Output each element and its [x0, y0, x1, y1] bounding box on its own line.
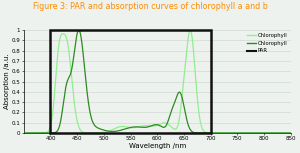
- Legend: Chlorophyll, Chlorophyll, PAR: Chlorophyll, Chlorophyll, PAR: [246, 33, 288, 54]
- X-axis label: Wavelength /nm: Wavelength /nm: [129, 143, 186, 149]
- Bar: [50, 30, 211, 133]
- Text: Figure 3: PAR and absorption curves of chlorophyll a and b: Figure 3: PAR and absorption curves of c…: [33, 2, 267, 11]
- Y-axis label: Absorption /a.u.: Absorption /a.u.: [4, 54, 10, 109]
